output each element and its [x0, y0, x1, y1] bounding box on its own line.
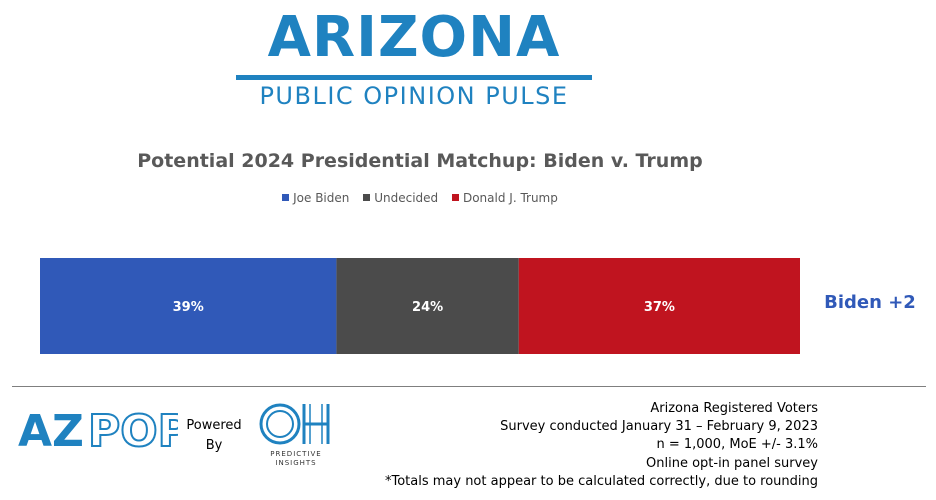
logo-main-text: ARIZONA: [267, 5, 561, 70]
logo-rule: [236, 75, 592, 80]
azpop-logo-pop: POP: [88, 406, 178, 452]
survey-methodology: Arizona Registered Voters Survey conduct…: [385, 400, 818, 491]
powered-word: Powered: [186, 418, 242, 433]
bar-segment-biden: [40, 258, 337, 354]
survey-line-population: Arizona Registered Voters: [650, 401, 818, 416]
data-label-trump: 37%: [644, 300, 675, 315]
azpop-logo: AZ POP: [18, 406, 178, 452]
legend-item-biden: Joe Biden: [282, 191, 349, 205]
legend-item-trump: Donald J. Trump: [451, 190, 558, 205]
data-label-undecided: 24%: [412, 300, 443, 315]
legend-item-undecided: Undecided: [363, 191, 438, 205]
chart-title: Potential 2024 Presidential Matchup: Bid…: [137, 150, 703, 172]
footer-divider: [12, 386, 926, 387]
oh-predictive-insights-logo: PREDICTIVE INSIGHTS: [259, 403, 330, 467]
oh-logo-text-insights: INSIGHTS: [275, 459, 316, 467]
legend-swatch-trump: [451, 194, 459, 201]
powered-by-text: Powered By: [184, 416, 244, 456]
margin-annotation: Biden +2: [824, 292, 916, 313]
oh-logo-o-outer: [259, 403, 301, 445]
legend-label-biden: Joe Biden: [293, 190, 350, 205]
chart-legend: Joe Biden Undecided Donald J. Trump: [0, 190, 840, 205]
data-label-biden: 39%: [173, 300, 204, 315]
survey-line-rounding-note: *Totals may not appear to be calculated …: [384, 473, 818, 489]
logo-sub-text: PUBLIC OPINION PULSE: [259, 82, 569, 110]
legend-swatch-undecided: [363, 194, 371, 201]
legend-label-undecided: Undecided: [374, 190, 439, 205]
oh-logo-o-inner: [266, 410, 294, 438]
bar-segment-undecided: [336, 258, 519, 354]
oh-logo-text-predictive: PREDICTIVE: [270, 450, 321, 458]
legend-swatch-biden: [282, 194, 290, 201]
by-word: By: [205, 438, 223, 453]
oh-logo-h-inline: [309, 404, 323, 444]
stacked-bar-chart: 39% 24% 37%: [40, 258, 800, 354]
survey-line-sample: n = 1,000, MoE +/- 3.1%: [656, 437, 818, 453]
arizona-public-opinion-pulse-logo: ARIZONA PUBLIC OPINION PULSE: [236, 6, 592, 110]
survey-line-mode: Online opt-in panel survey: [646, 455, 818, 471]
survey-line-dates: Survey conducted January 31 – February 9…: [500, 419, 818, 435]
legend-label-trump: Donald J. Trump: [462, 190, 558, 205]
bar-segment-trump: [518, 258, 800, 354]
oh-logo-h: [302, 404, 330, 444]
azpop-logo-az: AZ: [18, 406, 84, 452]
